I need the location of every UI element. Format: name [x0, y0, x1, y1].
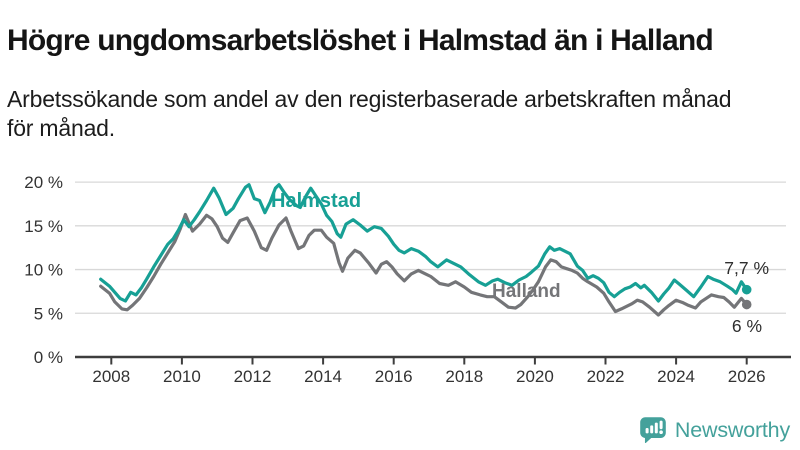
halland-series-label: Halland	[492, 281, 561, 302]
subtitle-line-1: Arbetssökande som andel av den registerb…	[7, 86, 732, 112]
x-tick-label: 2018	[445, 367, 483, 386]
y-tick-label: 10 %	[24, 261, 63, 280]
x-tick-label: 2024	[657, 367, 695, 386]
halmstad-end-value-label: 7,7 %	[724, 258, 769, 278]
x-tick-label: 2026	[728, 367, 766, 386]
halmstad-line	[99, 183, 749, 303]
halland-end-dot	[741, 299, 752, 310]
halland-line	[99, 212, 749, 317]
newsworthy-wordmark: Newsworthy	[674, 417, 790, 442]
subtitle-line-2: för månad.	[7, 115, 115, 141]
chart-title: Högre ungdomsarbetslöshet i Halmstad än …	[7, 24, 714, 58]
x-tick-label: 2022	[587, 367, 625, 386]
y-tick-label: 0 %	[34, 348, 63, 367]
x-tick-label: 2016	[375, 367, 413, 386]
chart-subtitle: Arbetssökande som andel av den registerb…	[7, 85, 732, 143]
x-tick-label: 2012	[234, 367, 272, 386]
halmstad-series-label: Halmstad	[271, 190, 361, 212]
x-tick-label: 2014	[304, 367, 342, 386]
x-tick-label: 2010	[163, 367, 201, 386]
y-tick-label: 15 %	[24, 217, 63, 236]
newsworthy-bubble-chart-icon	[640, 417, 666, 444]
newsworthy-logo: Newsworthy	[639, 416, 790, 444]
halland-end-value-label: 6 %	[732, 316, 762, 336]
halmstad-end-dot	[741, 284, 752, 295]
x-tick-label: 2008	[92, 367, 130, 386]
y-tick-label: 5 %	[34, 304, 63, 323]
x-tick-label: 2020	[516, 367, 554, 386]
y-tick-label: 20 %	[24, 173, 63, 192]
